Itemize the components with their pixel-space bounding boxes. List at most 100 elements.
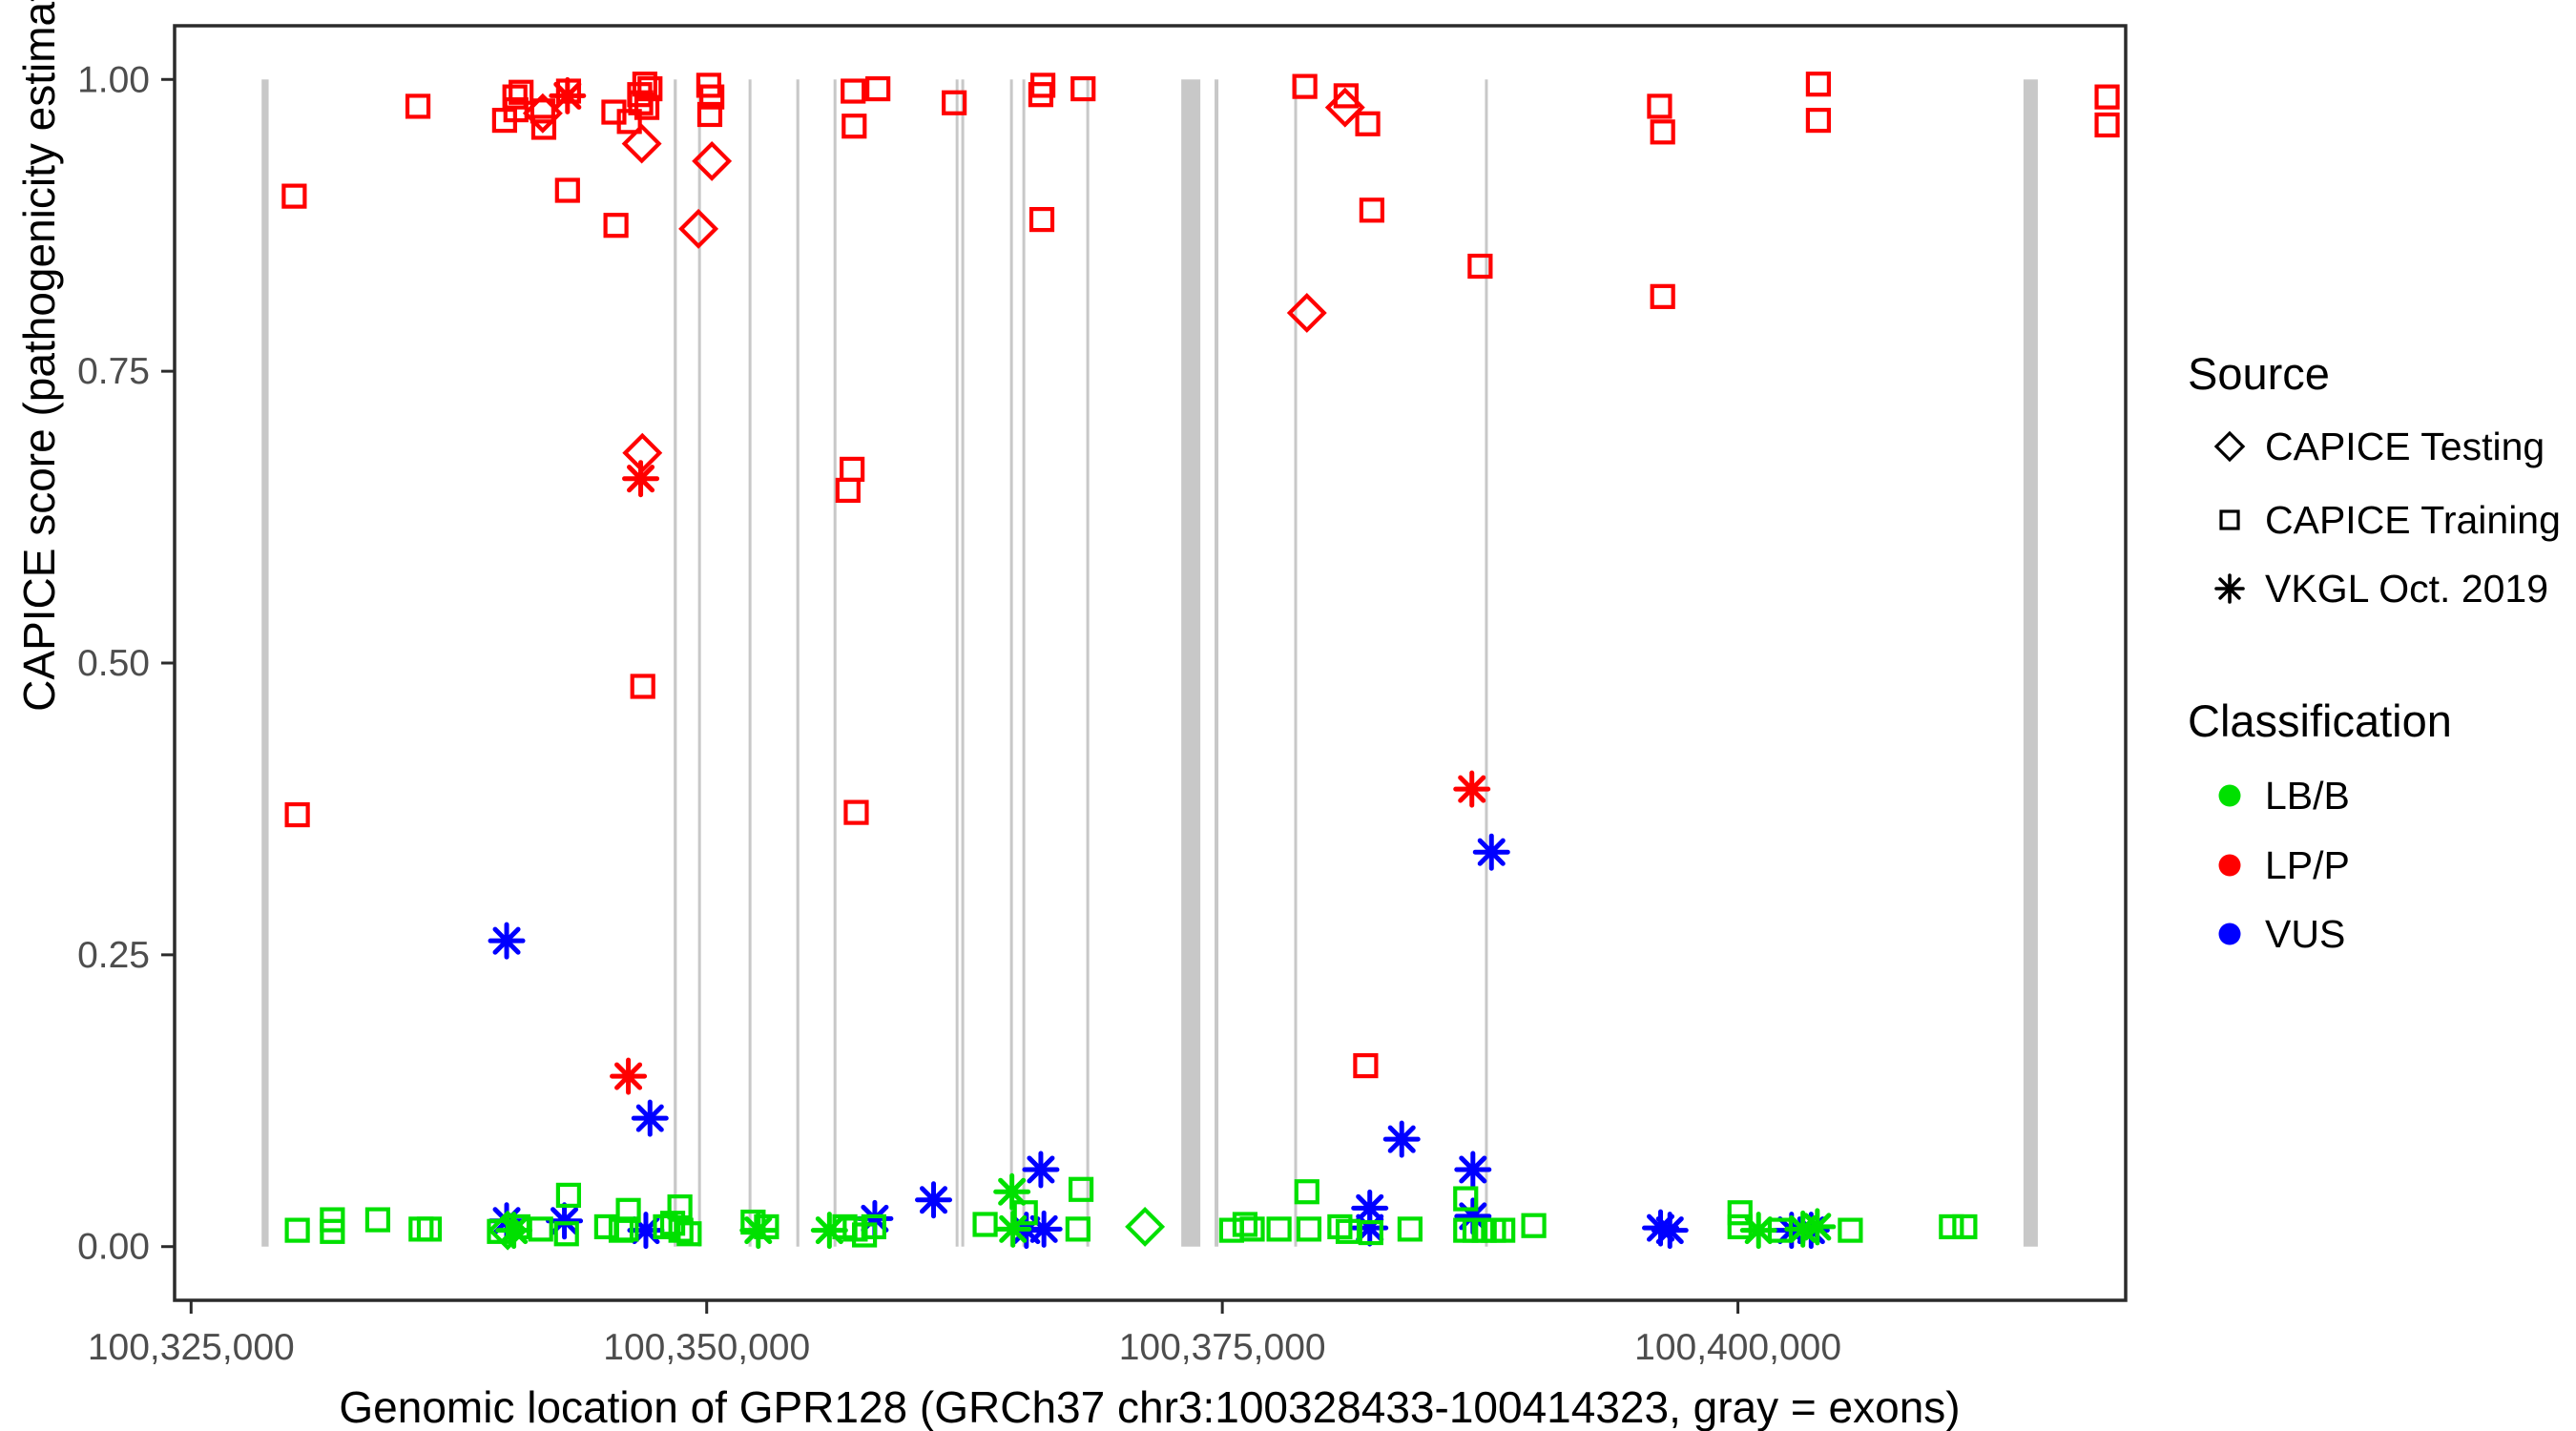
data-point-square: [1333, 83, 1359, 109]
data-point-square: [603, 213, 629, 238]
data-point-square: [1805, 72, 1832, 97]
legend-source-item-label: VKGL Oct. 2019: [2265, 567, 2548, 611]
data-point-square: [699, 84, 725, 110]
data-point-diamond: [488, 1210, 529, 1251]
data-point-diamond: [678, 208, 719, 249]
data-point-square: [615, 1197, 641, 1223]
data-point-diamond: [1324, 87, 1365, 128]
data-point-asterisk: [495, 1212, 533, 1250]
data-point-asterisk: [993, 1172, 1031, 1211]
exon-bar: [697, 79, 701, 1247]
data-point-asterisk: [810, 1212, 848, 1250]
data-point-square: [553, 1221, 579, 1247]
data-point-square: [1397, 1216, 1423, 1242]
data-point-square: [284, 1217, 310, 1243]
exon-bar: [1294, 79, 1298, 1247]
data-point-asterisk: [1351, 1189, 1389, 1227]
data-point-asterisk: [1453, 770, 1491, 808]
exon-bar: [796, 79, 800, 1247]
data-point-asterisk: [994, 1210, 1032, 1248]
data-point-square: [1467, 253, 1493, 280]
data-point-square: [1232, 1212, 1258, 1237]
exon-bar: [2023, 79, 2038, 1247]
exon-bar: [1485, 79, 1488, 1247]
data-point-square: [668, 1217, 694, 1243]
data-point-asterisk: [1739, 1212, 1777, 1250]
data-point-square: [2094, 112, 2120, 138]
data-point-diamond: [1125, 1206, 1166, 1247]
data-point-square: [865, 75, 891, 102]
data-point-square: [1355, 111, 1381, 136]
data-point-square: [676, 1221, 702, 1247]
data-point-square: [1239, 1216, 1265, 1242]
exon-bar: [833, 79, 837, 1247]
data-point-square: [1490, 1217, 1516, 1243]
data-point-square: [1266, 1216, 1292, 1242]
exon-bar: [1181, 79, 1201, 1247]
data-point-square: [1028, 206, 1055, 233]
x-tick-label: 100,325,000: [88, 1327, 295, 1368]
data-point-asterisk: [1798, 1208, 1837, 1246]
data-point-square: [1294, 1179, 1319, 1205]
data-point-square: [530, 114, 557, 140]
data-point-square: [653, 1213, 678, 1240]
data-point-square: [364, 1207, 391, 1233]
data-point-square: [1939, 1213, 1964, 1240]
data-point-asterisk: [915, 1181, 953, 1219]
y-tick-label: 0.75: [77, 351, 150, 392]
data-point-asterisk: [622, 460, 660, 498]
data-point-square: [2094, 84, 2120, 110]
legend-diamond-icon: [2213, 430, 2246, 463]
legend-classification-title: Classification: [2188, 695, 2452, 746]
exon-bar: [1215, 79, 1219, 1247]
legend-classification-item-label: VUS: [2265, 912, 2345, 956]
data-point-square: [1068, 1176, 1094, 1202]
y-tick-label: 1.00: [77, 59, 150, 100]
exon-bar: [674, 79, 677, 1247]
data-point-square: [1727, 1200, 1753, 1226]
data-point-square: [1065, 1216, 1091, 1242]
exon-bar: [261, 79, 269, 1247]
data-point-square: [1292, 73, 1318, 99]
exon-bar: [1009, 79, 1013, 1247]
data-point-square: [1952, 1213, 1978, 1240]
y-tick-label: 0.50: [77, 643, 150, 684]
data-point-square: [1647, 93, 1672, 119]
data-point-asterisk: [856, 1199, 894, 1237]
data-point-diamond: [692, 140, 733, 181]
data-point-square: [630, 674, 655, 699]
data-point-asterisk: [627, 1212, 665, 1250]
exon-bar: [955, 79, 959, 1247]
data-point-asterisk: [2214, 573, 2245, 604]
data-point-diamond: [1286, 292, 1327, 333]
data-point-square: [416, 1216, 443, 1242]
data-point-square: [696, 101, 723, 128]
legend: Source CAPICE Testing CAPICE Training VKGL …: [2188, 348, 2561, 956]
data-point-square: [320, 1218, 345, 1244]
data-point-asterisk: [549, 76, 587, 114]
data-point-asterisk: [1025, 1210, 1063, 1248]
data-point-square: [284, 801, 310, 828]
data-point-asterisk: [610, 1057, 648, 1095]
data-point-square: [1650, 119, 1675, 145]
data-point-square: [1521, 1213, 1547, 1238]
data-point-square: [972, 1212, 998, 1237]
data-point-square: [1028, 82, 1054, 108]
exon-bar: [961, 79, 965, 1247]
data-point-asterisk: [546, 1202, 584, 1240]
y-tick-label: 0.25: [77, 935, 150, 976]
exon-bar: [748, 79, 752, 1247]
data-point-square: [1453, 1186, 1479, 1212]
data-points: [281, 72, 2120, 1251]
data-point-asterisk: [1472, 833, 1510, 871]
data-point-asterisk: [1022, 1151, 1060, 1189]
data-point-square: [843, 799, 869, 825]
data-point-asterisk: [631, 1099, 669, 1137]
exon-bars: [261, 79, 2038, 1247]
data-point-square: [1359, 197, 1384, 223]
legend-source-title: Source: [2188, 348, 2330, 399]
data-point-square: [1296, 1216, 1322, 1242]
data-point-square: [1805, 107, 1832, 134]
x-tick-label: 100,400,000: [1634, 1327, 1841, 1368]
